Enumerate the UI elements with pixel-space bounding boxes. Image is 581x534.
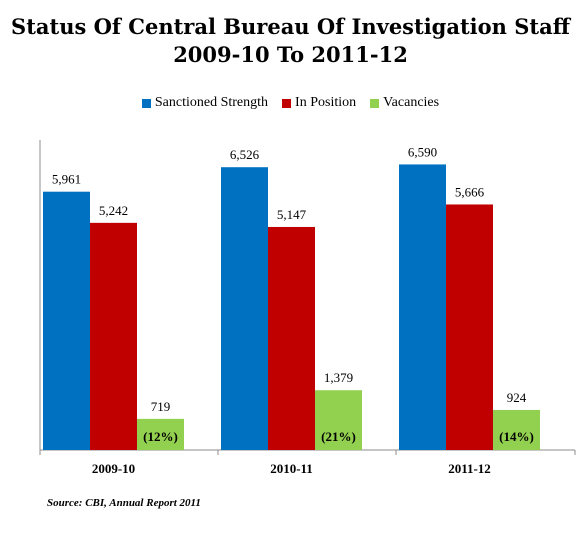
legend-label-sanctioned: Sanctioned Strength	[154, 95, 269, 110]
x-tick-label: 2011-12	[448, 461, 491, 476]
source-note: Source: CBI, Annual Report 2011	[47, 497, 201, 509]
data-label: 6,526	[230, 147, 260, 162]
bar-sanctioned-2011-12	[399, 164, 446, 450]
chart-title: Status Of Central Bureau Of Investigatio…	[11, 14, 570, 39]
bar-sanctioned-2010-11	[221, 167, 268, 450]
bar-in-position-2009-10	[90, 222, 137, 450]
x-tick-label: 2009-10	[92, 461, 135, 476]
legend-swatch-in-position	[282, 98, 292, 108]
data-label: 1,379	[324, 370, 353, 385]
legend-swatch-vacancies	[370, 98, 380, 108]
data-label: 5,666	[455, 184, 485, 199]
vacancy-percent-label: (21%)	[321, 429, 356, 444]
legend-item-vacancies: Vacancies	[370, 95, 439, 111]
bar-vacancies-2011-12	[493, 409, 540, 450]
legend-item-in-position: In Position	[282, 95, 356, 111]
legend-item-sanctioned: Sanctioned Strength	[141, 95, 269, 111]
legend-swatch-sanctioned	[141, 98, 151, 108]
legend: Sanctioned Strength In Position Vacancie…	[0, 95, 581, 111]
x-tick-label: 2010-11	[270, 461, 313, 476]
data-label: 5,961	[52, 172, 81, 187]
data-label: 6,590	[408, 144, 437, 159]
bar-sanctioned-2009-10	[43, 191, 90, 450]
chart-subtitle: 2009-10 To 2011-12	[173, 42, 408, 67]
legend-label-in-position: In Position	[295, 95, 357, 110]
bar-vacancies-2010-11	[315, 390, 362, 450]
data-label: 5,147	[277, 207, 307, 222]
data-label: 719	[151, 399, 171, 414]
bar-in-position-2011-12	[446, 204, 493, 450]
legend-label-vacancies: Vacancies	[383, 95, 440, 110]
data-label: 924	[507, 390, 527, 405]
data-label: 5,242	[99, 203, 128, 218]
bar-in-position-2010-11	[268, 226, 315, 450]
vacancy-percent-label: (12%)	[143, 429, 178, 444]
vacancy-percent-label: (14%)	[499, 429, 534, 444]
bar-vacancies-2009-10	[137, 418, 184, 450]
